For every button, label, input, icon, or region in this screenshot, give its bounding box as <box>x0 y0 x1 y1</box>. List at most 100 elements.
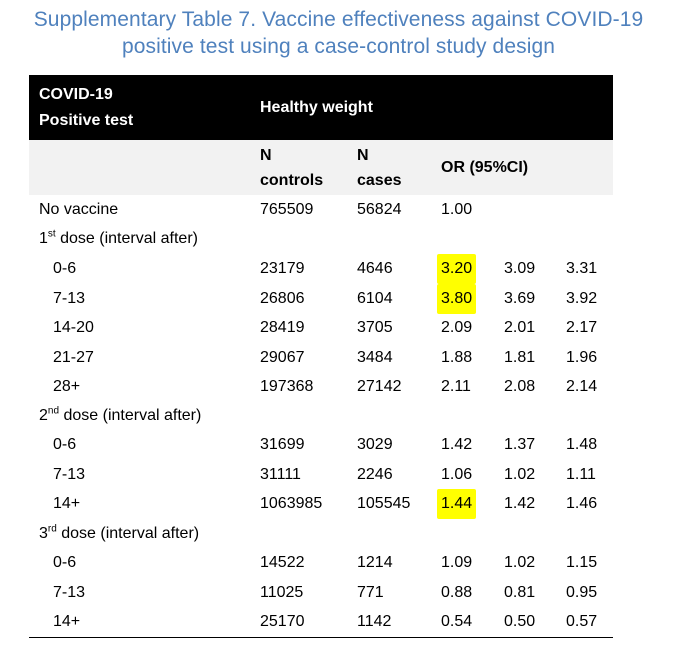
table-row: 0-6 14522 1214 1.09 1.02 1.15 <box>29 549 613 578</box>
or-header: OR (95%CI) <box>431 140 614 195</box>
dose-number: 3 <box>39 525 48 543</box>
dose-number: 2 <box>39 407 48 425</box>
results-table: COVID-19 Positive test Healthy weight N … <box>29 75 614 638</box>
n-controls-header-line-2: controls <box>260 171 324 189</box>
table-row: 0-6 23179 4646 3.20 3.09 3.31 <box>29 253 613 284</box>
table-row: 7-13 26806 6104 3.80 3.69 3.92 <box>29 283 613 314</box>
dose-ordinal-suffix: st <box>47 228 56 240</box>
row-label: 7-13 <box>53 289 86 307</box>
or-cell: 3.80 <box>431 283 494 314</box>
ci-lower-cell: 1.81 <box>504 348 536 366</box>
ci-upper-cell: 1.11 <box>566 465 596 483</box>
cases-cell: 105545 <box>357 495 411 513</box>
controls-cell: 14522 <box>260 554 305 572</box>
controls-cell: 28419 <box>260 319 305 337</box>
table-row: 0-6 31699 3029 1.42 1.37 1.48 <box>29 431 613 460</box>
controls-cell: 31699 <box>260 436 305 454</box>
subheader-row: N controls N cases OR (95%CI) <box>29 140 614 195</box>
table-row: 28+ 197368 27142 2.11 2.08 2.14 <box>29 372 613 401</box>
cases-cell: 1214 <box>357 554 393 572</box>
controls-cell: 11025 <box>260 583 304 601</box>
controls-cell: 26806 <box>260 289 305 307</box>
cases-cell: 1142 <box>347 607 431 638</box>
table-row: 21-27 29067 3484 1.88 1.81 1.96 <box>29 343 613 372</box>
controls-cell: 197368 <box>260 377 314 395</box>
row-label: 0-6 <box>53 259 77 277</box>
or-cell: 0.88 <box>441 583 473 601</box>
cases-cell: 3029 <box>357 436 393 454</box>
ci-lower-cell: 0.81 <box>504 583 536 601</box>
table-row: No vaccine 765509 56824 1.00 <box>29 195 613 224</box>
or-cell: 0.54 <box>431 607 494 638</box>
row-label: No vaccine <box>39 200 119 218</box>
ci-upper-cell <box>556 195 613 224</box>
row-label: 14+ <box>53 495 81 513</box>
table-caption: Supplementary Table 7. Vaccine effective… <box>0 6 677 60</box>
table-row: 14+ 25170 1142 0.54 0.50 0.57 <box>29 607 614 638</box>
ci-upper-cell: 1.15 <box>566 554 598 572</box>
dose-number: 1 <box>39 229 48 247</box>
outcome-header-line-2: Positive test <box>39 111 134 129</box>
n-controls-header: N controls <box>250 140 347 195</box>
section-row: 1st dose (interval after) <box>29 224 613 253</box>
highlighted-or-value: 3.80 <box>437 283 477 314</box>
n-cases-header-line-1: N <box>357 146 369 164</box>
row-label: 7-13 <box>53 465 86 483</box>
controls-cell: 1063985 <box>260 495 323 513</box>
caption-line-2: positive test using a case-control study… <box>121 35 556 58</box>
or-cell: 1.09 <box>441 554 473 572</box>
ci-lower-cell: 1.02 <box>504 554 536 572</box>
n-cases-header: N cases <box>347 140 431 195</box>
or-cell: 1.00 <box>441 200 473 218</box>
row-label: 28+ <box>53 377 81 395</box>
outcome-header: COVID-19 Positive test <box>29 75 250 140</box>
ci-upper-cell: 0.57 <box>556 607 614 638</box>
controls-cell: 23179 <box>260 259 305 277</box>
header-row: COVID-19 Positive test Healthy weight <box>29 75 614 140</box>
dose-interval-text: dose (interval after) <box>56 525 200 543</box>
highlighted-or-value: 3.20 <box>437 253 477 284</box>
group-header: Healthy weight <box>250 75 614 140</box>
ci-upper-cell: 2.14 <box>566 377 598 395</box>
dose-ordinal-suffix: rd <box>47 523 57 535</box>
or-cell: 1.88 <box>441 348 473 366</box>
or-cell: 2.11 <box>441 377 471 395</box>
ci-upper-cell: 1.46 <box>566 495 598 513</box>
ci-upper-cell: 0.95 <box>566 583 598 601</box>
row-label: 0-6 <box>53 436 77 454</box>
controls-cell: 31111 <box>260 465 301 483</box>
n-cases-header-line-2: cases <box>357 171 402 189</box>
ci-upper-cell: 1.48 <box>566 436 598 454</box>
section-label-dose-3: 3rd dose (interval after) <box>29 519 613 548</box>
caption-line-1: Supplementary Table 7. Vaccine effective… <box>33 8 644 31</box>
ci-upper-cell: 2.17 <box>566 319 598 337</box>
ci-lower-cell: 3.09 <box>504 259 536 277</box>
dose-interval-text: dose (interval after) <box>59 407 202 425</box>
row-label: 0-6 <box>53 554 77 572</box>
ci-lower-cell <box>494 195 556 224</box>
or-cell: 2.09 <box>441 319 473 337</box>
cases-cell: 3484 <box>357 348 393 366</box>
cases-cell: 27142 <box>357 377 402 395</box>
table-row: 7-13 11025 771 0.88 0.81 0.95 <box>29 578 613 607</box>
subheader-empty <box>29 140 250 195</box>
controls-cell: 25170 <box>250 607 347 638</box>
section-label-dose-2: 2nd dose (interval after) <box>29 401 613 430</box>
cases-cell: 4646 <box>357 259 393 277</box>
cases-cell: 56824 <box>357 200 402 218</box>
cases-cell: 771 <box>357 583 384 601</box>
ci-lower-cell: 1.02 <box>504 465 536 483</box>
ci-upper-cell: 3.31 <box>566 259 598 277</box>
or-cell: 1.06 <box>441 465 473 483</box>
n-controls-header-line-1: N <box>260 146 272 164</box>
section-row: 3rd dose (interval after) <box>29 519 613 548</box>
row-label: 14-20 <box>53 319 94 337</box>
row-label: 21-27 <box>53 348 94 366</box>
ci-upper-cell: 3.92 <box>566 289 598 307</box>
ci-lower-cell: 1.37 <box>504 436 536 454</box>
row-label: 7-13 <box>53 583 86 601</box>
or-cell: 1.42 <box>441 436 473 454</box>
controls-cell: 765509 <box>260 200 314 218</box>
controls-cell: 29067 <box>260 348 305 366</box>
table-row: 7-13 31111 2246 1.06 1.02 1.11 <box>29 460 613 489</box>
